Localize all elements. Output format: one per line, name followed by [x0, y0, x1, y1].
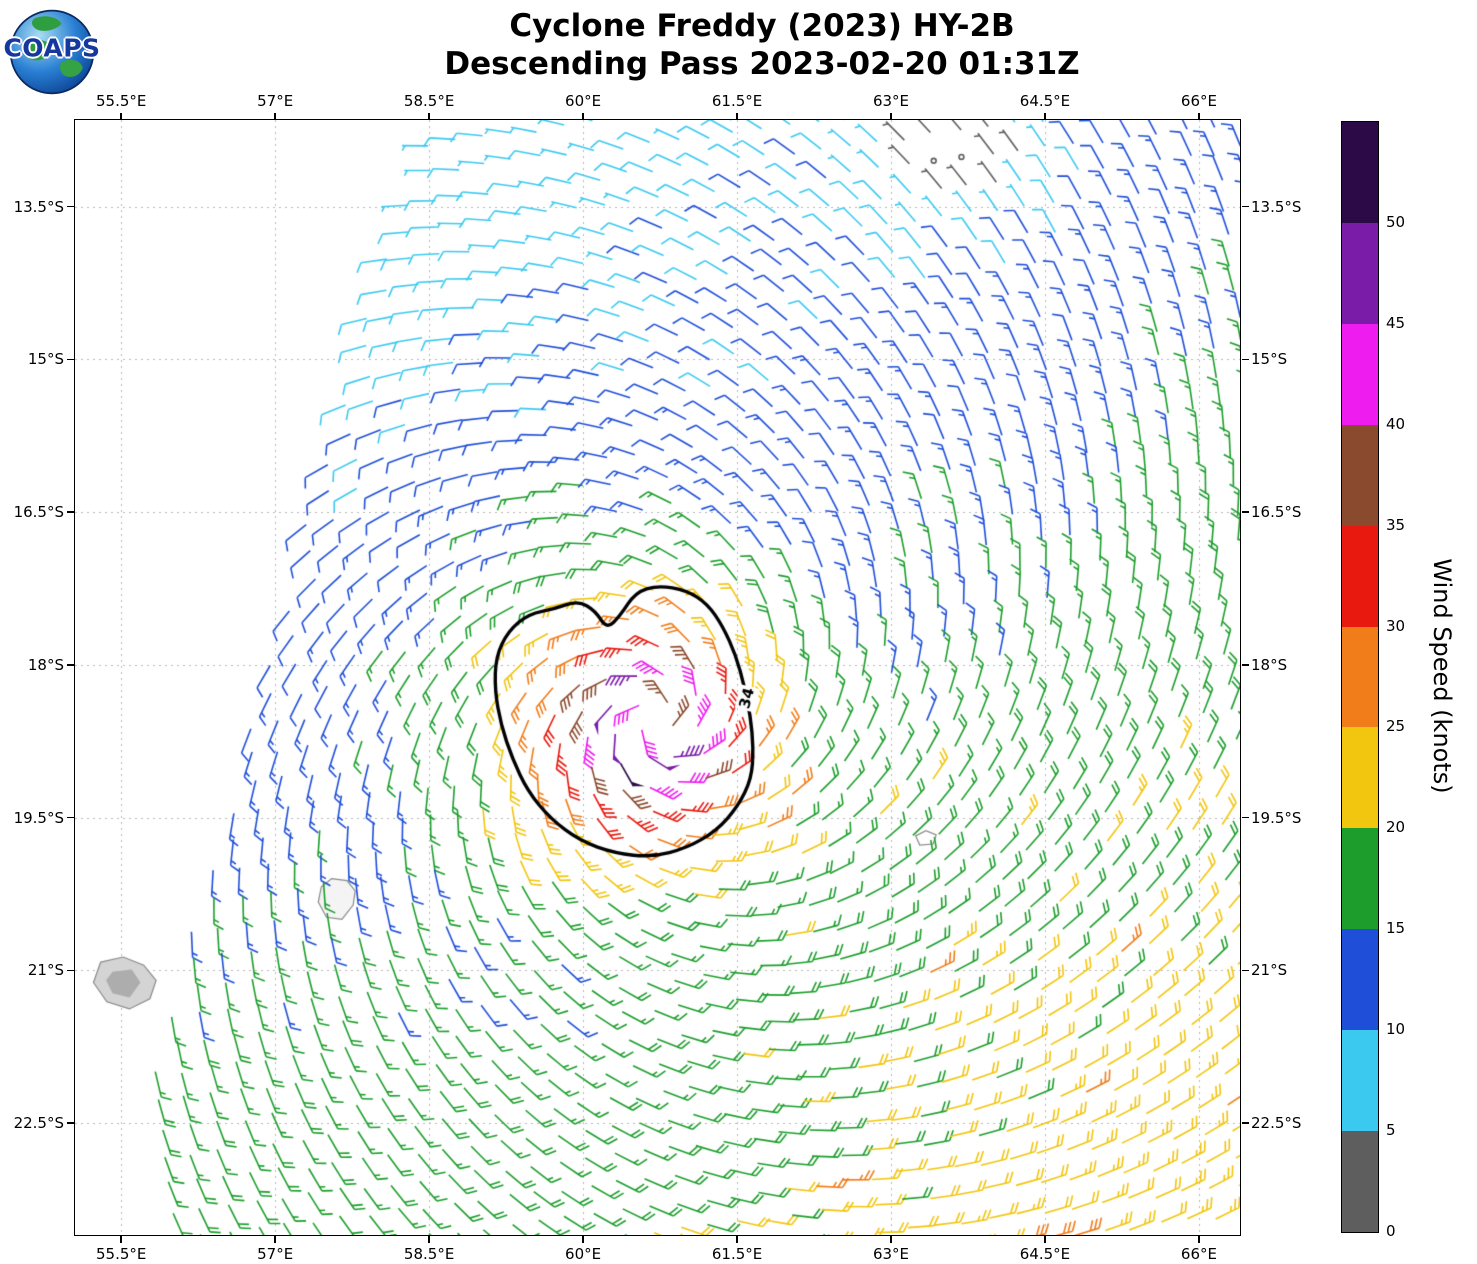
colorbar-tick-45: 45 — [1386, 313, 1406, 332]
x-tick-label-bottom: 66°E — [1180, 1245, 1217, 1263]
x-tick-mark-top — [736, 113, 738, 120]
colorbar-tick-35: 35 — [1386, 515, 1406, 534]
colorbar-segment-50-55kt — [1342, 122, 1378, 223]
x-tick-label-bottom: 61.5°E — [711, 1245, 763, 1263]
colorbar-segment-10-15kt — [1342, 929, 1378, 1031]
y-tick-label-left: 22.5°S — [13, 1113, 64, 1132]
y-tick-mark-right — [1242, 664, 1249, 666]
y-tick-mark-right — [1242, 1122, 1249, 1124]
y-tick-mark-left — [67, 1122, 74, 1124]
x-tick-label-bottom: 57°E — [257, 1245, 294, 1263]
colorbar-segment-0-5kt — [1342, 1131, 1378, 1232]
title-line-2: Descending Pass 2023-02-20 01:31Z — [444, 45, 1080, 82]
colorbar-tick-25: 25 — [1386, 717, 1406, 736]
colorbar-segment-20-25kt — [1342, 727, 1378, 829]
x-tick-mark-bottom — [890, 1236, 892, 1243]
y-tick-mark-left — [67, 816, 74, 819]
colorbar-segment-30-35kt — [1342, 525, 1378, 627]
colorbar-tick-20: 20 — [1386, 818, 1406, 837]
x-tick-label-top: 55.5°E — [95, 92, 147, 110]
colorbar-tick-15: 15 — [1386, 919, 1406, 938]
y-tick-label-right: 22.5°S — [1251, 1113, 1302, 1132]
x-tick-label-bottom: 64.5°E — [1019, 1245, 1071, 1263]
x-tick-label-bottom: 63°E — [872, 1245, 910, 1263]
y-tick-label-left: 13.5°S — [13, 197, 64, 216]
title-line-1: Cyclone Freddy (2023) HY-2B — [509, 8, 1015, 44]
y-tick-mark-right — [1242, 816, 1249, 819]
x-tick-mark-bottom — [582, 1236, 584, 1243]
x-tick-label-top: 61.5°E — [711, 92, 763, 110]
x-tick-label-top: 64.5°E — [1019, 92, 1071, 110]
x-tick-mark-top — [428, 113, 430, 120]
y-tick-mark-left — [67, 664, 74, 666]
y-tick-label-right: 19.5°S — [1251, 808, 1302, 827]
x-tick-mark-bottom — [1044, 1236, 1046, 1243]
colorbar-tick-5: 5 — [1386, 1121, 1396, 1140]
colorbar-tick-40: 40 — [1386, 414, 1406, 433]
x-tick-label-top: 60°E — [565, 92, 602, 110]
x-tick-mark-top — [120, 113, 122, 120]
figure-title: Cyclone Freddy (2023) HY-2B Descending P… — [444, 8, 1079, 84]
y-tick-label-right: 13.5°S — [1251, 197, 1302, 216]
y-tick-label-left: 16.5°S — [13, 503, 64, 522]
y-tick-mark-right — [1242, 358, 1249, 361]
y-tick-label-right: 21°S — [1251, 961, 1288, 980]
globe-icon — [9, 9, 95, 95]
y-tick-label-right: 18°S — [1251, 655, 1288, 674]
colorbar-label: Wind Speed (knots) — [1428, 558, 1456, 794]
colorbar-segment-45-50kt — [1342, 222, 1378, 324]
x-tick-mark-top — [582, 113, 584, 120]
colorbar-segment-40-45kt — [1342, 323, 1378, 425]
x-tick-mark-top — [1198, 113, 1200, 120]
x-tick-label-top: 66°E — [1180, 92, 1217, 110]
x-tick-label-top: 57°E — [257, 92, 294, 110]
colorbar-tick-30: 30 — [1386, 616, 1406, 635]
x-tick-mark-bottom — [1198, 1236, 1200, 1243]
y-tick-label-left: 21°S — [27, 961, 64, 980]
x-tick-mark-top — [890, 113, 892, 120]
y-tick-mark-right — [1242, 205, 1249, 208]
x-tick-label-bottom: 58.5°E — [403, 1245, 455, 1263]
colorbar-tick-10: 10 — [1386, 1020, 1406, 1039]
x-tick-label-bottom: 60°E — [565, 1245, 602, 1263]
x-tick-mark-bottom — [120, 1236, 122, 1243]
colorbar-segment-35-40kt — [1342, 424, 1378, 526]
y-tick-mark-left — [67, 969, 74, 971]
y-tick-mark-right — [1242, 511, 1249, 513]
colorbar-tick-0: 0 — [1386, 1222, 1396, 1240]
y-tick-mark-left — [67, 358, 74, 361]
x-tick-mark-top — [274, 113, 276, 120]
y-tick-mark-right — [1242, 969, 1249, 971]
colorbar-segment-25-30kt — [1342, 626, 1378, 728]
y-tick-label-left: 18°S — [27, 655, 64, 674]
x-tick-mark-top — [1044, 113, 1046, 120]
map-plot — [74, 119, 1241, 1236]
x-tick-mark-bottom — [274, 1236, 276, 1243]
x-tick-label-top: 58.5°E — [403, 92, 455, 110]
y-tick-label-left: 19.5°S — [13, 808, 64, 827]
coaps-logo: COAPS — [3, 8, 100, 96]
colorbar-segment-5-10kt — [1342, 1030, 1378, 1132]
x-tick-label-bottom: 55.5°E — [95, 1245, 147, 1263]
y-tick-mark-left — [67, 511, 74, 513]
y-tick-mark-left — [67, 205, 74, 208]
colorbar-segment-15-20kt — [1342, 828, 1378, 930]
y-tick-label-left: 15°S — [27, 350, 64, 369]
x-tick-label-top: 63°E — [872, 92, 910, 110]
y-tick-label-right: 16.5°S — [1251, 503, 1302, 522]
coaps-logo-text: COAPS — [3, 33, 101, 63]
colorbar — [1341, 121, 1379, 1233]
wind-barb-canvas — [75, 120, 1240, 1235]
colorbar-segments — [1342, 122, 1378, 1232]
x-tick-mark-bottom — [736, 1236, 738, 1243]
x-tick-mark-bottom — [428, 1236, 430, 1243]
y-tick-label-right: 15°S — [1251, 350, 1288, 369]
colorbar-tick-50: 50 — [1386, 212, 1406, 231]
